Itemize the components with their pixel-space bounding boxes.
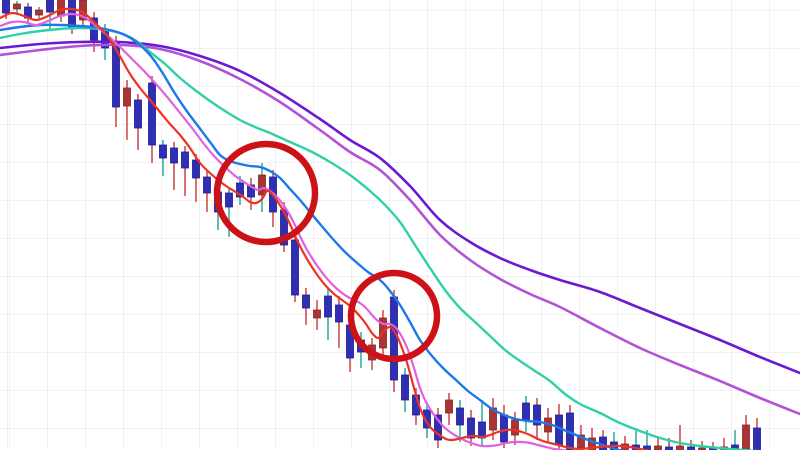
candle [621, 436, 629, 450]
bullish-candle-body [57, 0, 65, 17]
bearish-candle-body [335, 304, 343, 323]
candle [35, 7, 43, 20]
ma-red-fast-line [0, 7, 651, 450]
bearish-candle-body [291, 239, 299, 296]
ma-purple-light-line [0, 43, 800, 416]
candle [134, 94, 142, 150]
candle [302, 288, 310, 325]
bullish-candle-body [654, 445, 662, 450]
bullish-candle-body [13, 3, 21, 10]
bearish-candle-body [134, 99, 142, 129]
highlight-circle-2 [347, 269, 441, 363]
bearish-candle-body [423, 409, 431, 429]
candle [335, 296, 343, 348]
candle [522, 396, 530, 432]
candle [123, 80, 131, 140]
bearish-candle-body [456, 407, 464, 426]
candle [467, 410, 475, 446]
bearish-candle-body [203, 176, 211, 194]
candle [291, 234, 299, 302]
bearish-candle-body [533, 404, 541, 426]
candles-layer [2, 0, 761, 450]
candle [753, 418, 761, 450]
candle [423, 402, 431, 438]
bullish-candle-body [35, 9, 43, 16]
candle [731, 430, 739, 450]
candle [390, 290, 398, 392]
bearish-candle-body [324, 295, 332, 318]
candle [478, 400, 486, 446]
bullish-candle-body [123, 87, 131, 107]
bullish-candle-body [489, 407, 497, 431]
candle [192, 154, 200, 202]
candle [456, 400, 464, 442]
bearish-candle-body [467, 417, 475, 439]
candle [236, 176, 244, 205]
bearish-candle-body [192, 159, 200, 179]
bearish-candle-body [236, 182, 244, 198]
bullish-candle-body [445, 399, 453, 414]
candle [654, 438, 662, 450]
moving-average-lines-layer [0, 7, 800, 450]
candle [247, 178, 255, 210]
candle [434, 408, 442, 448]
bearish-candle-body [753, 427, 761, 450]
bullish-candle-body [258, 174, 266, 196]
candle [676, 425, 684, 450]
candle [511, 412, 519, 445]
annotation-layer [213, 140, 441, 363]
bearish-candle-body [522, 402, 530, 421]
bearish-candle-body [148, 82, 156, 146]
candle [181, 146, 189, 196]
bearish-candle-body [390, 296, 398, 381]
bearish-candle-body [225, 192, 233, 208]
bearish-candle-body [159, 144, 167, 159]
bullish-candle-body [676, 445, 684, 450]
candle [313, 300, 321, 330]
candle [533, 398, 541, 440]
bearish-candle-body [181, 151, 189, 169]
ma-cyan-line [0, 26, 759, 450]
highlight-circle-1 [213, 140, 319, 246]
candle [401, 368, 409, 412]
candle [148, 76, 156, 163]
bullish-candle-body [698, 447, 706, 450]
bullish-candle-body [313, 309, 321, 319]
candle [500, 405, 508, 448]
bullish-candle-body [742, 424, 750, 450]
candle [742, 415, 750, 450]
ma-purple-dark-line [0, 40, 800, 375]
bearish-candle-body [46, 0, 54, 13]
bearish-candle-body [302, 294, 310, 309]
bearish-candle-body [500, 414, 508, 443]
candle [324, 288, 332, 340]
candle [445, 393, 453, 425]
candle [24, 3, 32, 24]
bearish-candle-body [434, 414, 442, 441]
bearish-candle-body [170, 147, 178, 164]
candle [566, 405, 574, 450]
bullish-candle-body [511, 419, 519, 436]
candle [159, 140, 167, 176]
candle [203, 170, 211, 212]
bullish-candle-body [588, 437, 596, 450]
ma-pink-line [0, 12, 568, 450]
bearish-candle-body [247, 184, 255, 198]
candle [170, 142, 178, 190]
bearish-candle-body [2, 0, 10, 14]
ma-blue-line [0, 23, 625, 450]
bearish-candle-body [401, 374, 409, 401]
